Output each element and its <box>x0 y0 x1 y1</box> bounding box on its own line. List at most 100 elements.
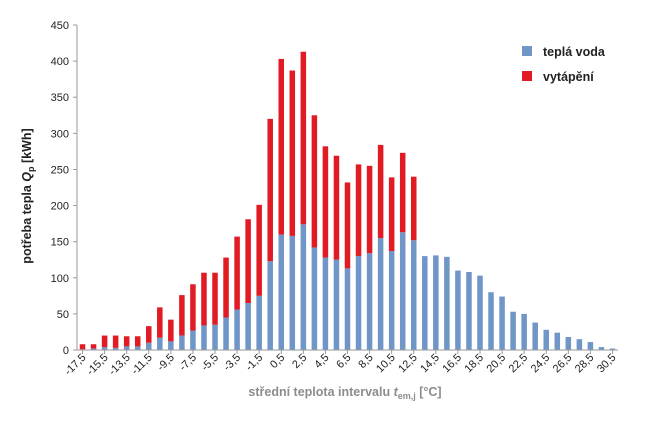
x-tick-label: 16,5 <box>440 352 464 376</box>
bar-vytapeni-18 <box>278 58 285 235</box>
y-tick-label: 50 <box>57 309 69 321</box>
axes-layer <box>73 24 618 354</box>
bar-vytapeni-16 <box>256 204 262 296</box>
bar-tepla-voda-5 <box>134 346 141 350</box>
y-tick-label: 200 <box>51 201 69 213</box>
x-tick-label: -1,5 <box>243 352 265 374</box>
x-tick-label: 14,5 <box>418 352 442 376</box>
bar-tepla-voda-13 <box>223 317 229 350</box>
bar-vytapeni-20 <box>300 51 307 225</box>
legend-label-tepla-voda: teplá voda <box>543 45 606 59</box>
x-tick-label: -7,5 <box>177 352 199 374</box>
bar-tepla-voda-39 <box>510 311 516 350</box>
x-axis-title-unit: [°C] <box>416 385 442 399</box>
bar-vytapeni-7 <box>157 307 163 338</box>
bar-vytapeni-1 <box>90 344 97 349</box>
bar-tepla-voda-9 <box>179 335 185 350</box>
bar-tepla-voda-38 <box>499 296 505 350</box>
bar-vytapeni-14 <box>234 236 240 310</box>
bars-layer <box>79 51 616 350</box>
y-axis-title: potřeba tepla Qp [kWh] <box>20 128 36 263</box>
x-tick-label: 4,5 <box>312 352 331 371</box>
x-tick-label: 20,5 <box>485 352 509 376</box>
x-tick-label: 10,5 <box>374 352 398 376</box>
bar-tepla-voda-48 <box>609 348 616 350</box>
bar-tepla-voda-11 <box>201 325 207 350</box>
bar-tepla-voda-44 <box>565 337 572 350</box>
bar-vytapeni-26 <box>366 165 373 254</box>
bar-tepla-voda-17 <box>267 261 273 350</box>
x-tick-label: -5,5 <box>199 352 221 374</box>
x-tick-label: -11,5 <box>129 352 155 378</box>
bar-vytapeni-24 <box>344 182 351 269</box>
x-axis-title-main: střední teplota intervalu <box>248 385 393 399</box>
bar-tepla-voda-15 <box>245 303 251 350</box>
x-axis-title-symbol: t <box>394 385 399 399</box>
bar-vytapeni-4 <box>123 336 130 347</box>
bar-tepla-voda-24 <box>344 268 351 350</box>
bar-vytapeni-13 <box>223 257 229 318</box>
bar-tepla-voda-32 <box>433 255 439 350</box>
bar-vytapeni-25 <box>355 164 362 257</box>
bar-vytapeni-19 <box>289 70 296 236</box>
bar-vytapeni-22 <box>322 146 329 258</box>
bar-tepla-voda-7 <box>157 337 163 350</box>
y-tick-label: 250 <box>51 164 69 176</box>
y-tick-labels: 0 50 100 150 200 250 300 350 400 450 <box>51 20 69 357</box>
y-tick-label: 0 <box>63 345 69 357</box>
x-axis-title: střední teplota intervalu tem,j [°C] <box>248 385 441 401</box>
bar-tepla-voda-3 <box>112 347 119 350</box>
bar-tepla-voda-10 <box>190 330 196 350</box>
y-tick-label: 350 <box>51 92 69 104</box>
bar-vytapeni-3 <box>112 335 119 348</box>
legend-swatch-tepla-voda <box>522 46 532 56</box>
bar-vytapeni-12 <box>212 272 218 325</box>
bar-tepla-voda-12 <box>212 324 218 350</box>
x-tick-labels: -17,5-15,5-13,5-11,5 -9,5 -7,5 -5,5 -3,5 -1,5… <box>62 352 618 378</box>
bar-vytapeni-17 <box>267 118 273 262</box>
bar-tepla-voda-45 <box>576 339 583 350</box>
bar-vytapeni-30 <box>410 176 417 241</box>
bar-tepla-voda-41 <box>532 322 538 350</box>
x-tick-label: 22,5 <box>507 352 531 376</box>
bar-tepla-voda-29 <box>399 232 406 350</box>
bar-vytapeni-5 <box>134 336 141 347</box>
bar-tepla-voda-25 <box>355 256 362 350</box>
bar-vytapeni-28 <box>388 177 395 252</box>
bar-tepla-voda-8 <box>168 341 174 350</box>
x-tick-label: 26,5 <box>551 352 575 376</box>
bar-tepla-voda-36 <box>477 275 483 350</box>
bar-tepla-voda-1 <box>90 348 97 350</box>
legend: teplá voda vytápění <box>522 45 606 84</box>
bar-tepla-voda-6 <box>146 342 152 350</box>
bar-tepla-voda-42 <box>543 329 549 350</box>
y-tick-label: 150 <box>51 237 69 249</box>
y-tick-label: 450 <box>51 20 69 32</box>
bar-tepla-voda-37 <box>488 292 494 350</box>
x-axis-title-subscript: em,j <box>398 391 416 401</box>
x-tick-label: 0,5 <box>268 352 287 371</box>
legend-swatch-vytapeni <box>522 71 532 81</box>
bar-vytapeni-8 <box>168 319 174 342</box>
bar-tepla-voda-47 <box>598 347 605 350</box>
bar-vytapeni-23 <box>333 155 340 260</box>
bar-tepla-voda-31 <box>422 256 428 350</box>
x-tick-label: 18,5 <box>462 352 486 376</box>
bar-tepla-voda-18 <box>278 234 285 350</box>
bar-tepla-voda-34 <box>455 270 461 350</box>
bar-vytapeni-9 <box>179 295 185 336</box>
bar-tepla-voda-20 <box>300 224 307 350</box>
bar-tepla-voda-22 <box>322 257 329 350</box>
bar-vytapeni-0 <box>79 344 86 350</box>
bar-tepla-voda-14 <box>234 309 240 350</box>
bar-vytapeni-6 <box>146 326 152 343</box>
bar-tepla-voda-35 <box>466 272 472 350</box>
x-tick-label: 30,5 <box>595 352 619 376</box>
x-tick-label: 6,5 <box>334 352 353 371</box>
x-tick-label: 24,5 <box>529 352 553 376</box>
bar-vytapeni-10 <box>190 284 196 331</box>
bar-tepla-voda-16 <box>256 295 262 350</box>
y-axis-title-symbol: Q <box>20 172 34 182</box>
bar-vytapeni-21 <box>311 115 318 248</box>
